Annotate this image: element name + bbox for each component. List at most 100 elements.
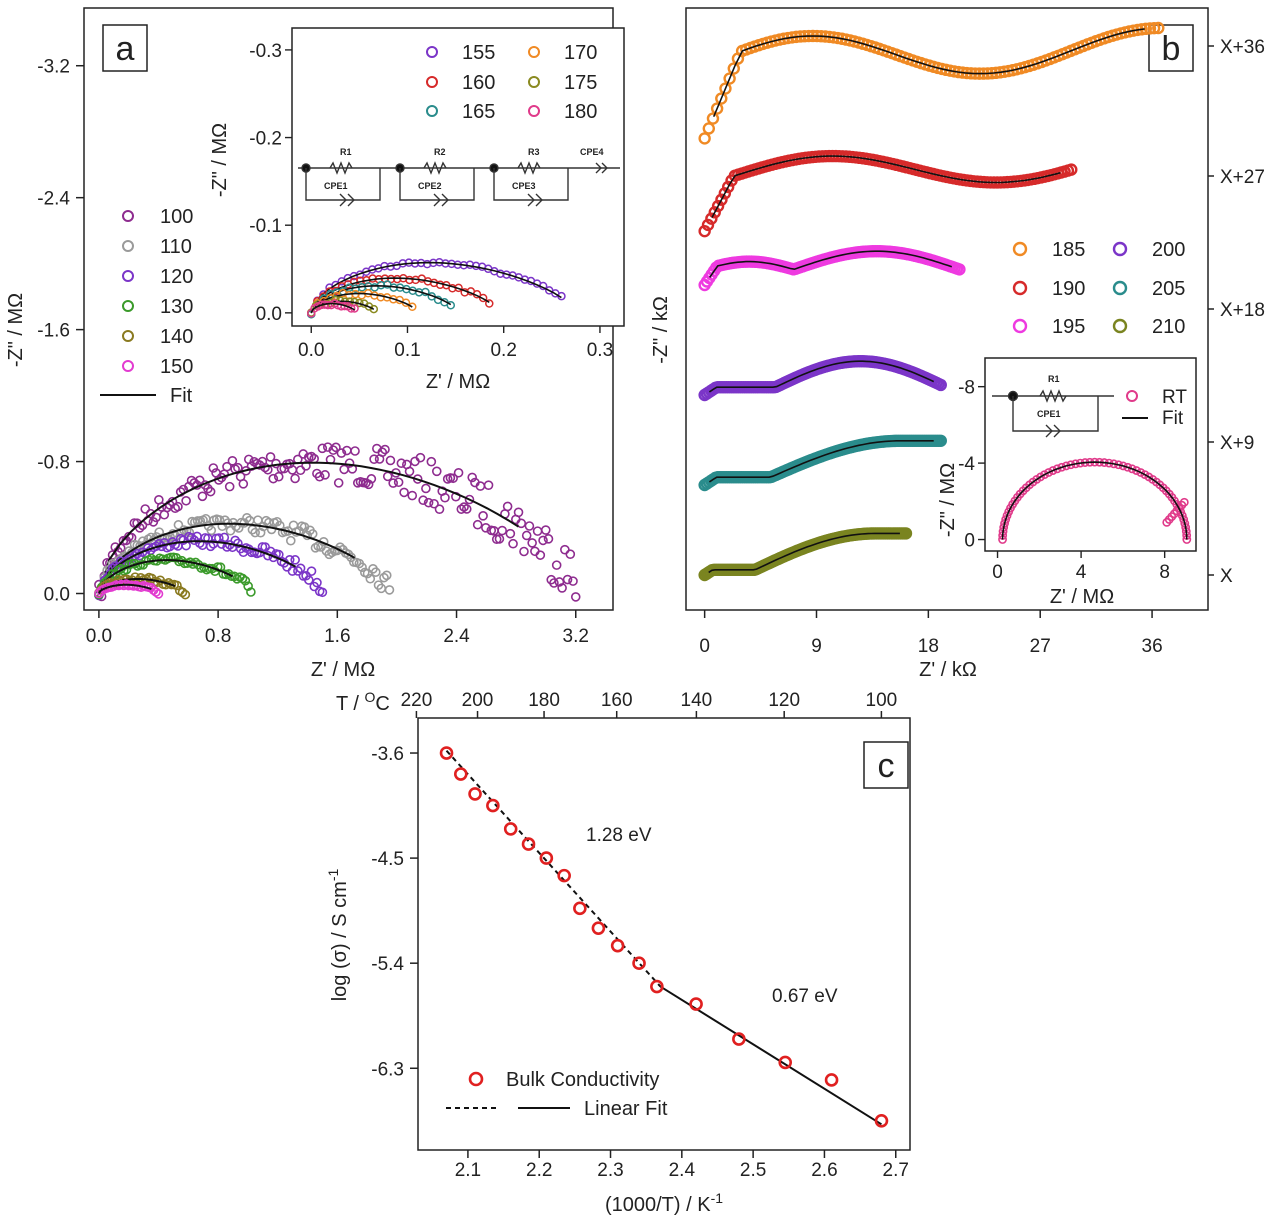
resistor-r3 <box>517 161 541 175</box>
inset-a-xlabel: Z' / MΩ <box>426 371 490 393</box>
panel-c-label: c <box>878 747 895 785</box>
a-point-110-101 <box>370 567 381 577</box>
a-point-110-105 <box>381 570 392 581</box>
a-point-100-88 <box>333 478 344 488</box>
bi-ytick-label-2: -8 <box>958 378 975 399</box>
a-point-100-174 <box>568 576 578 586</box>
b-point-210-109 <box>899 527 913 540</box>
xlabel-sup: -1 <box>711 1190 724 1206</box>
legend-marker-195 <box>1012 318 1028 334</box>
panel-a-label: a <box>116 30 135 68</box>
a-point-110-57 <box>250 527 260 538</box>
c-toptick-label-2: 180 <box>528 690 560 711</box>
a-point-100-158 <box>524 521 535 531</box>
top-label-sup: O <box>365 689 376 705</box>
a-point-100-167 <box>549 578 559 588</box>
legend-label-120: 120 <box>160 266 193 288</box>
c-toptick-label-5: 120 <box>768 690 800 711</box>
circuit-branch-1 <box>305 168 381 201</box>
bi-ytick-label-1: -4 <box>958 454 975 475</box>
a-point-100-121 <box>423 497 434 508</box>
a-xtick-label-4: 3.2 <box>563 626 589 647</box>
b-point-185-107 <box>1143 22 1157 35</box>
a-fit-130 <box>97 559 234 594</box>
a-point-130-55 <box>246 587 256 597</box>
a-point-100-161 <box>532 526 543 536</box>
a-point-110-53 <box>239 518 249 528</box>
legend-marker-180 <box>528 105 540 117</box>
c-xtick-label-3: 2.4 <box>669 1160 696 1181</box>
a-point-100-165 <box>543 534 554 544</box>
xlabel-text: (1000/T) / K <box>605 1194 711 1216</box>
circuit-label-cpe4: CPE4 <box>580 147 604 157</box>
bi-point-22 <box>1052 464 1062 474</box>
a-point-120-73 <box>293 566 303 576</box>
bi-point-23 <box>1057 462 1067 472</box>
panel-c-frame <box>417 717 911 1151</box>
a-point-100-29 <box>173 501 183 512</box>
legend-label-130: 130 <box>160 296 193 318</box>
bi-point-21 <box>1048 466 1058 475</box>
a-point-110-48 <box>225 525 236 536</box>
a-point-100-142 <box>481 523 491 533</box>
b-point-190-109 <box>1065 163 1078 176</box>
a-point-100-35 <box>189 478 200 488</box>
b-point-190-6 <box>718 187 732 200</box>
legend-label-140: 140 <box>160 326 193 348</box>
legend-marker-210 <box>1112 318 1128 334</box>
b-point-200-109 <box>934 378 947 392</box>
a-point-100-141 <box>478 511 488 521</box>
bi-point-36 <box>1118 461 1128 471</box>
circuit-label-r1: R1 <box>340 147 352 157</box>
a-point-100-72 <box>290 473 300 484</box>
b-point-185-2 <box>706 112 720 125</box>
b-point-205-109 <box>934 434 947 447</box>
legend-label-205: 205 <box>1152 278 1185 300</box>
a-fit-120 <box>97 540 297 594</box>
panel-c-legend: Bulk Conductivity Linear Fit <box>446 1069 668 1120</box>
offset-ticks <box>1208 45 1214 576</box>
b-point-185-0 <box>698 132 711 145</box>
b-fit-210 <box>708 532 900 574</box>
a-point-100-132 <box>453 467 464 478</box>
legend-label-200: 200 <box>1152 239 1185 261</box>
a-point-100-104 <box>377 447 388 458</box>
c-xtick-label-0: 2.1 <box>455 1160 481 1181</box>
a-point-100-108 <box>388 478 398 488</box>
circuit-branch-3 <box>493 168 569 201</box>
resistor-r2 <box>423 161 447 175</box>
a-point-100-81 <box>314 471 325 482</box>
ai-point-175-13 <box>369 304 379 314</box>
c-point-12 <box>650 979 664 994</box>
a-fit-110 <box>97 522 356 594</box>
b-point-190-4 <box>711 199 725 213</box>
a-ytick-label-4: -3.2 <box>37 57 70 78</box>
inset-b-frame <box>984 357 1197 552</box>
panel-a-ylabel: -Z" / MΩ <box>5 293 27 367</box>
a-point-100-105 <box>380 444 390 455</box>
circuit-label-cpe2: CPE2 <box>418 181 442 191</box>
panel-a-ticks: 0.0 0.8 1.6 2.4 3.2 0.0 -0.8 -1.6 -2.4 -3.2 <box>37 57 589 647</box>
a-point-100-171 <box>560 544 570 555</box>
c-ytick-label-3: -6.3 <box>371 1059 404 1080</box>
circuit-branch-2 <box>399 168 475 201</box>
a-point-100-47 <box>222 461 232 472</box>
a-point-140-30 <box>177 587 188 598</box>
panel-c: c 2.1 2.2 2.3 2.4 2.5 2.6 2.7-3.6-4.5-5.4-6.32… <box>325 689 911 1216</box>
a-point-100-92 <box>344 458 355 468</box>
ai-xtick-label-3: 0.3 <box>587 340 613 361</box>
c-point-7 <box>557 868 571 883</box>
panel-a-legend: 100 110 120 130 140 150 Fit <box>100 206 193 407</box>
panel-b-ylabel: -Z" / kΩ <box>650 296 672 364</box>
a-point-100-53 <box>238 479 249 489</box>
circuit-b-label-cpe1: CPE1 <box>1037 409 1061 419</box>
legend-label-110: 110 <box>160 236 192 258</box>
inset-b-ylabel: -Z" / MΩ <box>937 463 959 537</box>
a-fit-150 <box>98 583 152 594</box>
a-point-100-152 <box>508 538 518 549</box>
ai-ytick-label-2: -0.2 <box>249 129 282 150</box>
inset-a-legend: 155 160 165 170 175 180 <box>426 42 597 123</box>
circuit-label-r2: R2 <box>434 147 446 157</box>
legend-marker-110 <box>122 240 134 252</box>
